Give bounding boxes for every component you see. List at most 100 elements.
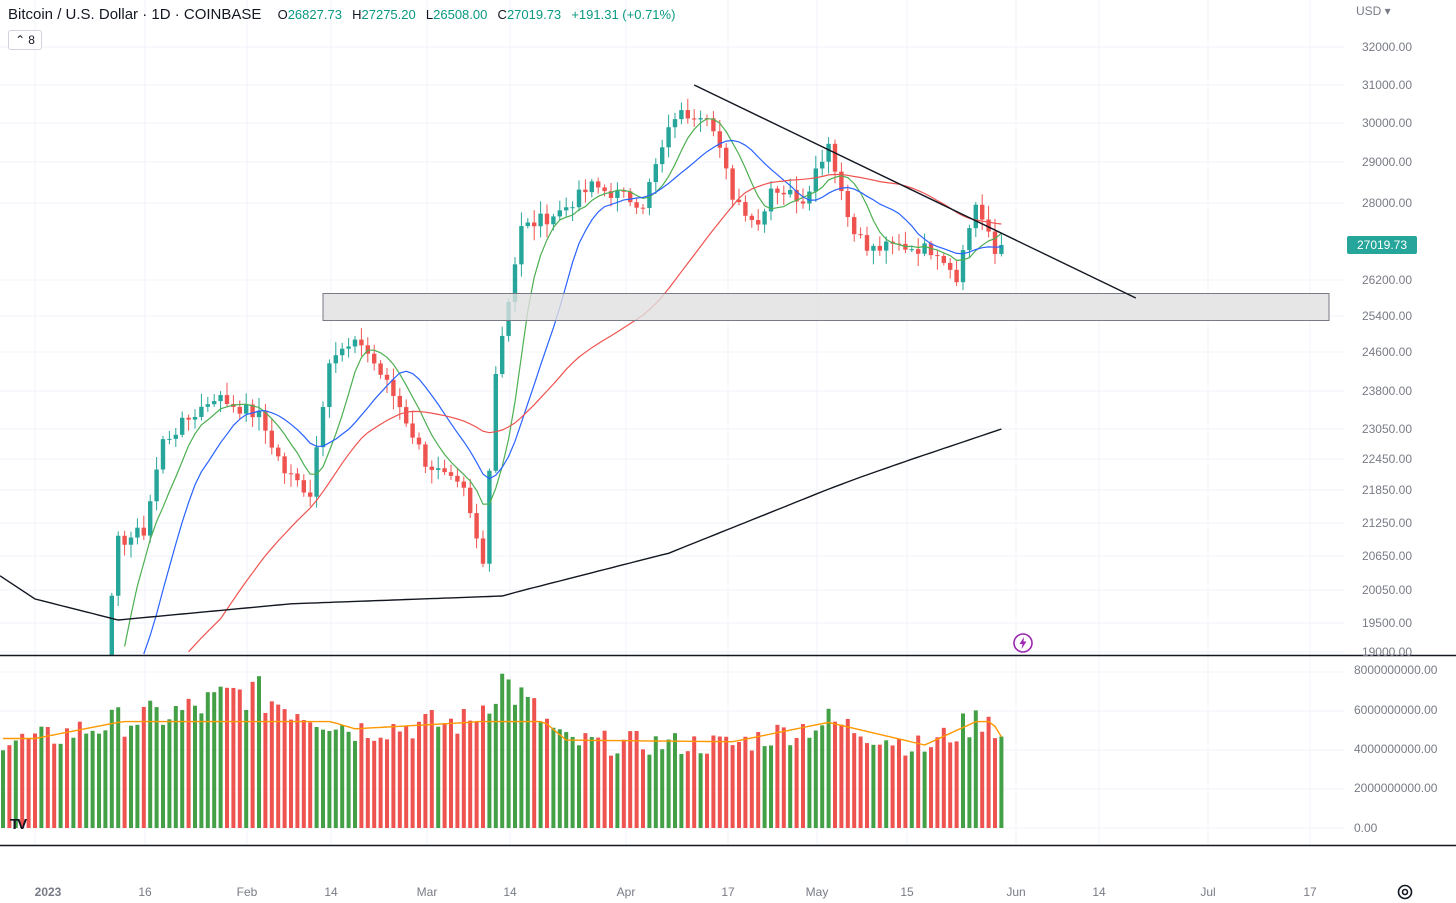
candle — [570, 201, 575, 221]
candle-body — [576, 189, 582, 208]
candle — [621, 187, 626, 198]
candle — [756, 209, 761, 231]
close-value: 27019.73 — [506, 7, 562, 22]
candle-body — [192, 416, 198, 420]
symbol-legend: Bitcoin / U.S. Dollar · 1D · COINBASE O2… — [8, 6, 675, 23]
candle-body — [448, 472, 454, 476]
candle — [391, 368, 396, 410]
candle-body — [820, 161, 825, 169]
volume-bar — [263, 712, 268, 828]
candle-body — [167, 438, 172, 440]
candle — [916, 238, 921, 267]
currency-selector[interactable]: USD ▾ — [1356, 4, 1391, 18]
volume-bar — [474, 721, 479, 828]
candle-body — [461, 481, 466, 488]
volume-bar — [845, 718, 850, 828]
candle-body — [135, 527, 140, 538]
candle-body — [596, 181, 601, 188]
volume-bar — [129, 725, 133, 828]
candle-body — [141, 527, 146, 536]
candle-body — [205, 404, 210, 407]
candle — [564, 197, 569, 218]
indicator-collapse-button[interactable]: ⌃ 8 — [8, 30, 42, 50]
candle — [263, 403, 268, 444]
candle — [359, 328, 364, 357]
candle-body — [128, 537, 134, 545]
volume-bar — [781, 727, 786, 828]
candle — [788, 178, 793, 198]
candle-body — [775, 188, 780, 193]
volume-bar — [90, 730, 95, 828]
candle — [640, 203, 646, 215]
candle-body — [442, 468, 447, 473]
volume-bar — [250, 681, 255, 828]
volume-bar — [922, 751, 927, 828]
volume-bar — [941, 727, 946, 828]
volume-bar — [276, 704, 281, 828]
grid-lines — [0, 0, 1345, 845]
price-tick-label: 20050.00 — [1362, 583, 1412, 597]
volume-bar — [801, 724, 805, 828]
candle-body — [320, 407, 326, 448]
volume-bar — [948, 742, 953, 828]
candle-body — [621, 190, 626, 192]
candle — [320, 401, 326, 457]
candle — [352, 335, 358, 354]
volume-bar — [615, 753, 620, 828]
gear-icon[interactable] — [1395, 882, 1415, 902]
candle — [448, 464, 454, 480]
low-label: L — [425, 7, 434, 22]
candle-body — [557, 210, 562, 217]
candle-body — [628, 191, 633, 203]
volume-bar — [154, 707, 159, 828]
volume-bar — [980, 731, 985, 828]
candle-body — [960, 250, 966, 283]
time-tick-label: 17 — [1303, 885, 1317, 899]
candle — [672, 112, 678, 139]
candle — [160, 435, 166, 474]
candle-body — [109, 595, 114, 655]
volume-bar — [122, 736, 127, 828]
price-tick-label: 30000.00 — [1362, 116, 1412, 130]
trendline — [693, 84, 1137, 299]
candle — [743, 195, 748, 222]
volume-bar — [481, 705, 485, 828]
candle-body — [237, 406, 242, 414]
volume-bar — [52, 743, 57, 828]
candle — [525, 218, 530, 229]
candle — [442, 459, 447, 476]
candle-body — [954, 269, 959, 283]
candle — [999, 234, 1004, 257]
volume-bar — [218, 686, 223, 828]
volume-bar — [577, 745, 581, 828]
candle — [896, 233, 902, 251]
volume-bar — [161, 724, 165, 828]
volume-bar — [826, 708, 831, 828]
currency-label: USD — [1356, 4, 1382, 18]
candle-body — [717, 131, 722, 148]
volume-bar — [679, 754, 684, 828]
candle — [423, 441, 428, 474]
lightning-icon[interactable] — [1012, 632, 1034, 654]
volume-bar — [237, 689, 242, 828]
candle-body — [474, 513, 479, 539]
candle-body — [615, 190, 620, 198]
candle-body — [352, 339, 358, 347]
volume-bar — [97, 733, 101, 828]
volume-bar — [397, 731, 402, 828]
candle-body — [276, 447, 281, 457]
candle-body — [263, 410, 268, 431]
candle-body — [148, 501, 153, 536]
volume-bar — [71, 737, 76, 828]
candle-body — [768, 188, 774, 212]
volume-bar — [212, 692, 217, 828]
candle — [692, 109, 697, 127]
candle-body — [871, 245, 876, 251]
candle — [589, 178, 594, 198]
candle-body — [807, 191, 812, 204]
candle-body — [589, 181, 594, 193]
candle-body — [416, 437, 422, 445]
symbol-title[interactable]: Bitcoin / U.S. Dollar · 1D · COINBASE — [8, 6, 262, 23]
time-tick-label: Feb — [237, 885, 258, 899]
